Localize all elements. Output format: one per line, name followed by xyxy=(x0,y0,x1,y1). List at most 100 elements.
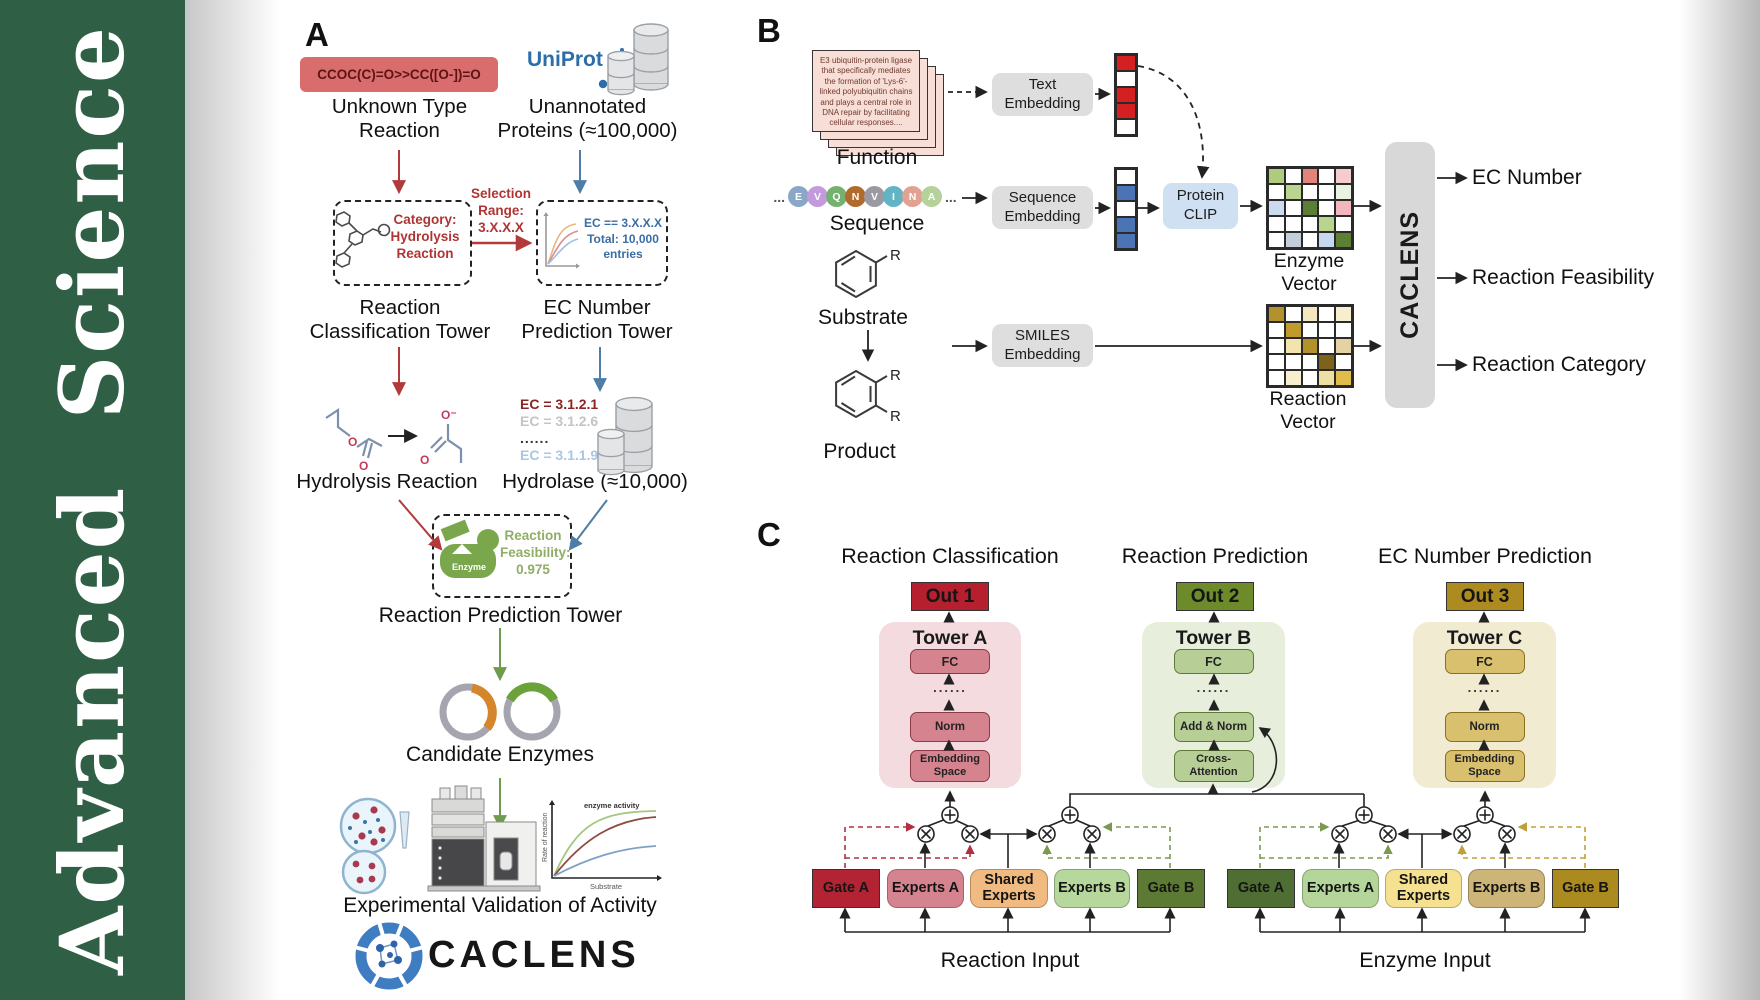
kinetics-annotation: enzyme activity xyxy=(584,801,640,810)
grid-cell xyxy=(1284,306,1302,322)
product-r-label: R xyxy=(890,408,901,425)
substrate-r-label: R xyxy=(890,247,901,264)
ec-box-line: entries xyxy=(603,247,643,262)
grid-cell xyxy=(1268,232,1285,248)
grid-cell xyxy=(1335,232,1352,248)
enzyme-input-label: Enzyme Input xyxy=(1359,948,1491,972)
residue-circle: I xyxy=(883,186,904,207)
ester-structure xyxy=(325,407,383,459)
grid-cell xyxy=(1268,168,1285,184)
tower-c-norm-box: Norm xyxy=(1444,712,1525,742)
aggregation-nodes xyxy=(917,806,1516,843)
grid-cell xyxy=(1301,322,1319,338)
caclens-model-bar: CACLENS xyxy=(1385,142,1435,408)
grid-cell xyxy=(1301,200,1319,216)
grid-cell xyxy=(1284,370,1302,386)
grid-cell xyxy=(1268,216,1285,232)
sequence-residues: ... E V Q N V I N A ... xyxy=(760,186,970,207)
residue-circle: Q xyxy=(826,186,847,207)
enzyme-shared-experts: Shared Experts xyxy=(1385,869,1462,908)
grid-cell xyxy=(1116,201,1136,217)
task-header-reaction-classification: Reaction Classification xyxy=(841,544,1059,568)
enzyme-vector-grid xyxy=(1266,166,1354,250)
uniprot-dots-icon xyxy=(598,48,633,93)
enzyme-experts-a: Experts A xyxy=(1302,869,1379,908)
grid-cell xyxy=(1268,184,1285,200)
panel-a-label: A xyxy=(305,16,329,53)
ec-tower-label: EC Number Prediction Tower xyxy=(521,296,673,344)
grid-cell xyxy=(1268,200,1285,216)
grid-cell xyxy=(1335,168,1352,184)
panel-b-label: B xyxy=(757,12,781,49)
tower-b-title: Tower B xyxy=(1175,627,1252,649)
enzyme-experts-b: Experts B xyxy=(1468,869,1545,908)
grid-cell xyxy=(1318,168,1336,184)
substrate-structure xyxy=(835,249,888,299)
sequence-label: Sequence xyxy=(829,212,925,235)
product-r-label: R xyxy=(890,367,901,384)
reaction-shared-experts: Shared Experts xyxy=(970,869,1048,908)
residue-circle: E xyxy=(788,186,809,207)
protein-database-icon xyxy=(607,23,669,96)
grid-cell xyxy=(1335,322,1352,338)
grid-cell xyxy=(1301,306,1319,322)
grid-cell xyxy=(1301,216,1319,232)
grid-cell xyxy=(1116,103,1136,119)
grid-cell xyxy=(1318,232,1336,248)
grid-cell xyxy=(1284,354,1302,370)
out2-box: Out 2 xyxy=(1176,582,1254,611)
reaction-vector-label: Reaction Vector xyxy=(1269,388,1347,433)
tower-c-title: Tower C xyxy=(1446,627,1523,649)
tower-c: Tower C FC ...... Norm Embedding Space xyxy=(1413,622,1556,788)
grid-cell xyxy=(1318,306,1336,322)
sequence-ellipsis: ... xyxy=(945,188,957,205)
ec-result-list: EC = 3.1.2.1 EC = 3.1.2.6 ...... EC = 3.… xyxy=(520,396,598,464)
grid-cell xyxy=(1284,184,1302,200)
ec-entry: EC = 3.1.2.1 xyxy=(520,396,599,412)
hydrolase-label: Hydrolase (≈10,000) xyxy=(502,470,688,493)
grid-cell xyxy=(1284,200,1302,216)
grid-cell xyxy=(1284,232,1302,248)
grid-cell xyxy=(1335,184,1352,200)
grid-cell xyxy=(1268,306,1285,322)
residue-circle: V xyxy=(807,186,828,207)
ec-selection-box: EC == 3.X.X.X Total: 10,000 entries xyxy=(536,200,668,286)
validation-label: Experimental Validation of Activity xyxy=(343,894,657,917)
tower-b: Tower B FC ...... Add & Norm Cross-Atten… xyxy=(1142,622,1285,788)
grid-cell xyxy=(1116,169,1136,185)
grid-cell xyxy=(1318,200,1336,216)
caclens-bar-text: CACLENS xyxy=(1395,211,1424,339)
tower-a-title: Tower A xyxy=(912,627,988,649)
grid-cell xyxy=(1318,322,1336,338)
uniprot-logo: UniProt xyxy=(527,48,603,71)
grid-cell xyxy=(1335,306,1352,322)
grid-cell xyxy=(1318,354,1336,370)
journal-sidebar: Advanced Science xyxy=(0,0,185,1000)
classification-tower-label: Reaction Classification Tower xyxy=(309,296,491,344)
output-reaction-category: Reaction Category xyxy=(1472,353,1646,376)
hydrolase-database-icon xyxy=(597,396,653,476)
ec-entry-ellipsis: ...... xyxy=(520,430,550,446)
grid-cell xyxy=(1301,232,1319,248)
unknown-reaction-smiles: CCOC(C)=O>>CC([O-])=O xyxy=(300,57,498,92)
acetate-structure xyxy=(430,424,463,463)
task-header-ec-number-prediction: EC Number Prediction xyxy=(1378,544,1592,568)
category-line: Hydrolysis xyxy=(390,228,460,244)
reaction-classification-box: Category: Hydrolysis Reaction xyxy=(333,200,472,286)
enzyme-vector-label: Enzyme Vector xyxy=(1273,250,1345,295)
category-line: Reaction xyxy=(396,245,454,261)
grid-cell xyxy=(1335,216,1352,232)
grid-cell xyxy=(1318,370,1336,386)
residue-circle: N xyxy=(902,186,923,207)
tower-b-fc-box: FC xyxy=(1173,649,1254,674)
tower-c-dots: ...... xyxy=(1467,680,1502,695)
grid-cell xyxy=(1301,168,1319,184)
substrate-label: Substrate xyxy=(818,306,908,329)
reaction-input-label: Reaction Input xyxy=(940,948,1080,972)
microscopy-samples-icon xyxy=(339,797,410,895)
grid-cell xyxy=(1284,322,1302,338)
sequence-embedding-box: Sequence Embedding xyxy=(992,186,1093,229)
ec-entry: EC = 3.1.1.9 xyxy=(520,447,599,463)
feasibility-line: Reaction xyxy=(504,528,562,543)
